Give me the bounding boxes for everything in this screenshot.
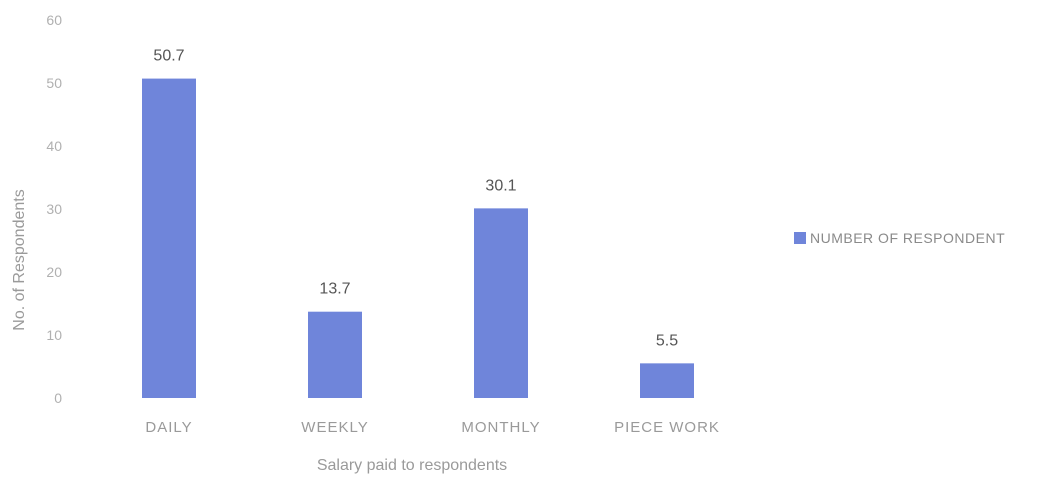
- data-labels: 50.7 13.7 30.1 5.5: [153, 48, 678, 350]
- x-tick-label: DAILY: [145, 419, 192, 436]
- data-label: 50.7: [153, 48, 184, 65]
- y-axis-label: No. of Respondents: [11, 189, 28, 330]
- x-tick-label: PIECE WORK: [614, 419, 720, 436]
- y-tick-label: 20: [46, 264, 62, 280]
- bar-weekly: [308, 311, 362, 398]
- data-label: 5.5: [656, 332, 678, 349]
- x-axis-label: Salary paid to respondents: [317, 457, 507, 474]
- y-axis-ticks: 0 10 20 30 40 50 60: [46, 12, 62, 406]
- y-tick-label: 40: [46, 138, 62, 154]
- x-axis-categories: DAILY WEEKLY MONTHLY PIECE WORK: [145, 419, 720, 436]
- bar-piece-work: [640, 363, 694, 398]
- legend-swatch: [794, 232, 806, 244]
- y-tick-label: 30: [46, 201, 62, 217]
- x-tick-label: WEEKLY: [301, 419, 368, 436]
- legend: NUMBER OF RESPONDENT: [794, 230, 1005, 246]
- y-tick-label: 10: [46, 327, 62, 343]
- y-tick-label: 50: [46, 75, 62, 91]
- y-tick-label: 0: [54, 390, 62, 406]
- bars: [142, 78, 694, 398]
- data-label: 30.1: [485, 177, 516, 194]
- bar-monthly: [474, 208, 528, 398]
- y-tick-label: 60: [46, 12, 62, 28]
- data-label: 13.7: [319, 281, 350, 298]
- x-tick-label: MONTHLY: [461, 419, 540, 436]
- bar-daily: [142, 78, 196, 398]
- legend-label: NUMBER OF RESPONDENT: [810, 230, 1005, 246]
